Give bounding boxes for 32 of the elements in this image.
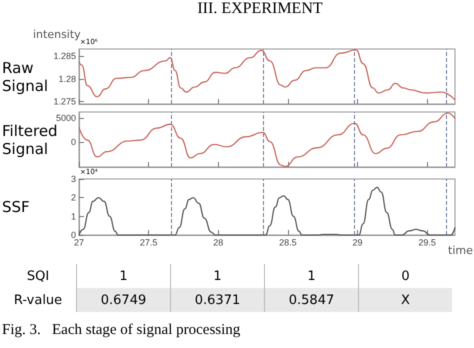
- x-tick-label: 28: [213, 238, 224, 248]
- x-tick-label: 28.5: [279, 238, 297, 248]
- x-axis-title: time: [448, 244, 473, 257]
- text: 1: [307, 268, 316, 284]
- y-tick-label: 2: [70, 192, 76, 203]
- text: 0: [401, 268, 410, 284]
- x-tick-label: 29: [352, 238, 363, 248]
- y-tick-label: 0: [70, 137, 76, 148]
- text: Filtered Signal: [2, 122, 59, 158]
- y-tick-label: 3: [70, 174, 76, 184]
- y-tick-label: 1.285: [53, 50, 76, 61]
- text: III. EXPERIMENT: [196, 0, 324, 18]
- y-tick-label: 5000: [56, 113, 76, 124]
- text: Raw Signal: [2, 58, 48, 94]
- text: 0.6371: [194, 292, 240, 308]
- text: 0.6749: [100, 292, 146, 308]
- y-tick-label: 1.275: [53, 96, 76, 107]
- text: X: [401, 292, 410, 308]
- text: 0.5847: [288, 292, 334, 308]
- category-label: SQI: [26, 268, 50, 284]
- y-tick-label: 1: [70, 211, 76, 222]
- caption: Fig. 3. Each stage of signal processing: [2, 322, 240, 339]
- x-tick-label: 27: [74, 238, 84, 248]
- text: SSF: [2, 198, 31, 216]
- text: 1: [213, 268, 222, 284]
- text: 1: [119, 268, 128, 284]
- y-axis-title: intensity: [33, 28, 81, 41]
- y-tick-label: 0: [70, 230, 76, 240]
- y-tick-label: 1.28: [58, 74, 76, 84]
- category-label: R-value: [14, 292, 62, 308]
- x-tick-label: 27.5: [140, 238, 158, 248]
- x-tick-label: 29.5: [418, 238, 436, 248]
